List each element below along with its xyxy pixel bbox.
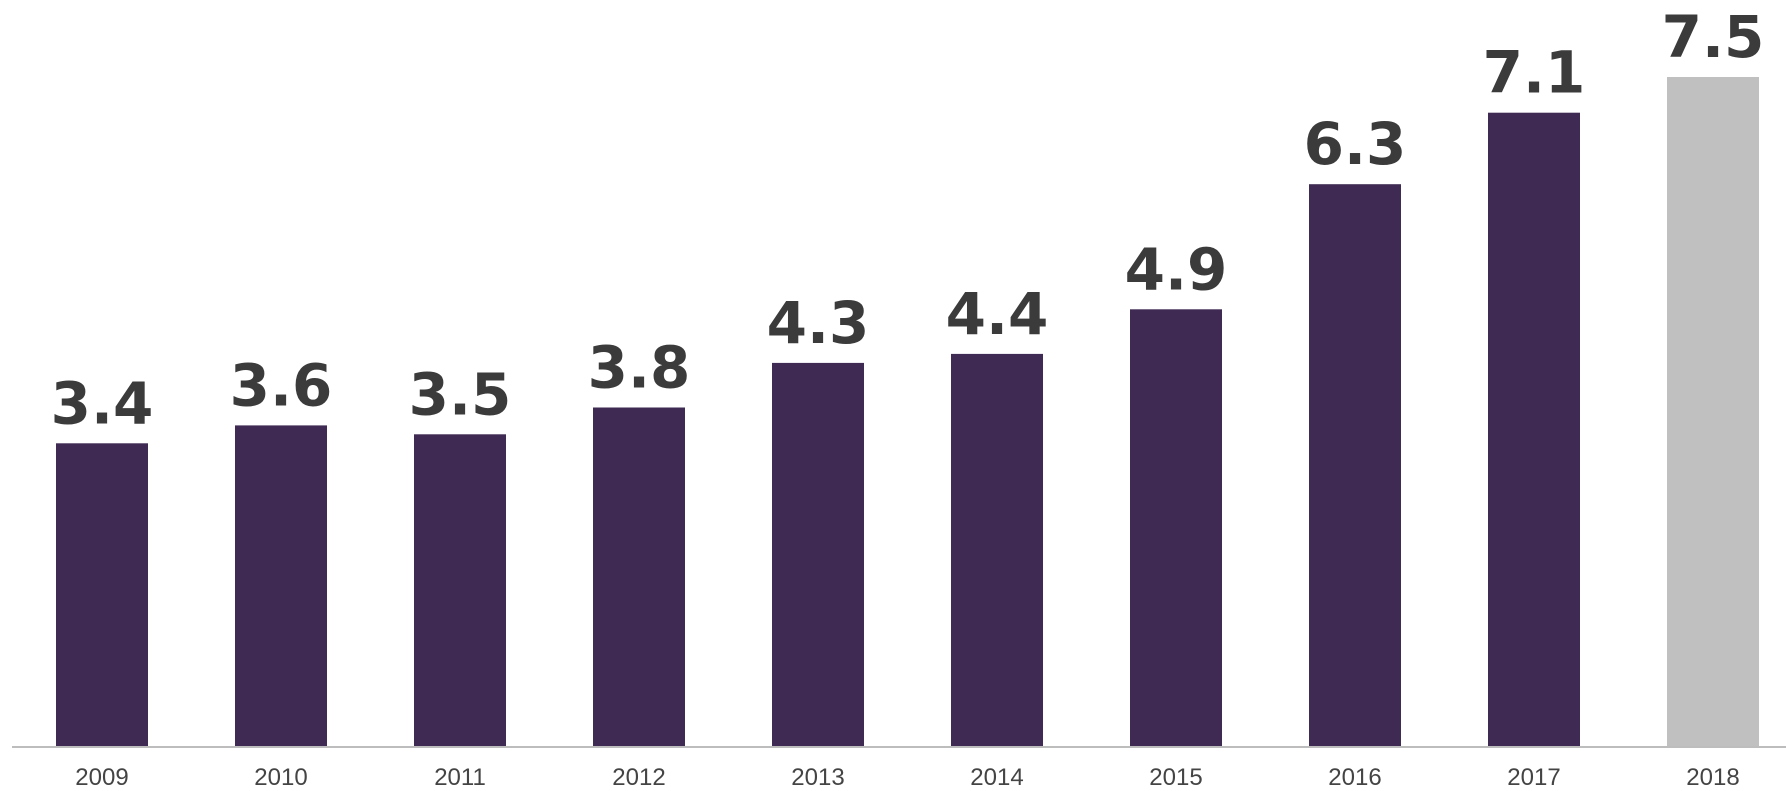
x-tick-label-2016: 2016 xyxy=(1328,764,1381,791)
bar-2013 xyxy=(772,362,864,747)
data-label-2013: 4.3 xyxy=(767,289,870,357)
data-label-2009: 3.4 xyxy=(51,369,154,437)
data-label-2015: 4.9 xyxy=(1125,235,1228,303)
bar-2017 xyxy=(1488,112,1580,747)
x-tick-label-2009: 2009 xyxy=(75,764,128,791)
bar-2016 xyxy=(1309,184,1401,747)
data-label-2010: 3.6 xyxy=(230,351,333,419)
x-tick-label-2017: 2017 xyxy=(1507,764,1560,791)
bar-2014 xyxy=(951,353,1043,747)
data-label-2012: 3.8 xyxy=(588,334,691,402)
x-tick-label-2012: 2012 xyxy=(612,764,665,791)
bar-2012 xyxy=(593,407,685,747)
x-tick-label-2015: 2015 xyxy=(1149,764,1202,791)
bar-2011 xyxy=(414,434,506,747)
bar-2009 xyxy=(56,443,148,747)
data-label-2011: 3.5 xyxy=(409,360,512,428)
data-label-2014: 4.4 xyxy=(946,280,1049,348)
data-label-2018: 7.5 xyxy=(1662,3,1765,71)
x-tick-label-2011: 2011 xyxy=(434,764,486,791)
x-tick-labels-layer: 2009 2010 2011 2012 2013 2014 2015 2016 2017 2018 xyxy=(75,764,1739,791)
x-tick-label-2014: 2014 xyxy=(970,764,1023,791)
data-labels-layer: 3.4 3.6 3.5 3.8 4.3 4.4 4.9 6.3 7.1 7.5 xyxy=(51,3,1765,437)
x-tick-label-2018: 2018 xyxy=(1686,764,1739,791)
bar-2010 xyxy=(235,425,327,747)
bars-layer xyxy=(56,77,1759,747)
data-label-2017: 7.1 xyxy=(1483,39,1586,107)
x-tick-label-2013: 2013 xyxy=(791,764,844,791)
bar-2018 xyxy=(1667,77,1759,747)
x-tick-label-2010: 2010 xyxy=(254,764,307,791)
data-label-2016: 6.3 xyxy=(1304,110,1407,178)
bar-2015 xyxy=(1130,309,1222,747)
